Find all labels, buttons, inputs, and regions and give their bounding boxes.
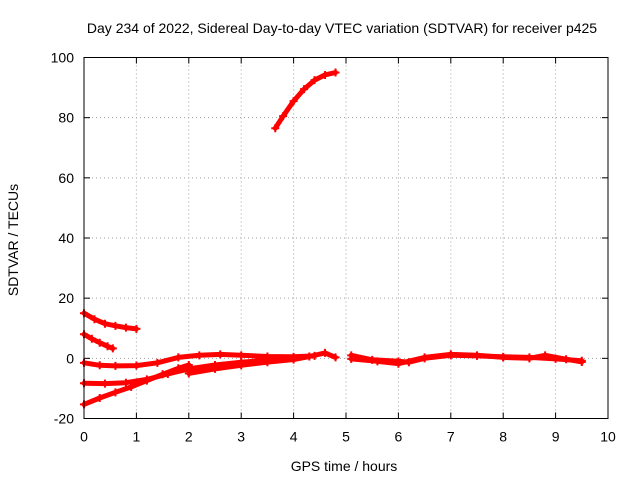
data-point: [331, 68, 340, 77]
x-tick-label: 4: [290, 429, 298, 445]
y-tick-label: 80: [58, 110, 74, 126]
chart-title: Day 234 of 2022, Sidereal Day-to-day VTE…: [87, 20, 597, 36]
y-tick-label: 20: [58, 290, 74, 306]
x-tick-labels: 0 1 2 3 4 5 6 7 8 9 10: [80, 429, 616, 445]
data-point: [263, 358, 272, 367]
x-tick-label: 2: [185, 429, 193, 445]
data-point: [174, 364, 183, 373]
data-point: [300, 85, 309, 94]
y-tick-label: 0: [66, 350, 74, 366]
x-tick-label: 0: [80, 429, 88, 445]
data-point: [121, 323, 130, 332]
data-point: [577, 357, 586, 366]
data-point: [100, 319, 109, 328]
data-point: [499, 353, 508, 362]
data-point: [195, 351, 204, 360]
data-point: [127, 382, 136, 391]
data-point: [153, 358, 162, 367]
series-line: [272, 70, 338, 131]
x-tick-label: 9: [552, 429, 560, 445]
x-tick-label: 5: [342, 429, 350, 445]
data-point: [237, 351, 246, 360]
data-point: [289, 97, 298, 106]
data-point: [271, 124, 280, 133]
data-point: [103, 342, 112, 351]
x-tick-label: 10: [600, 429, 616, 445]
data-point: [321, 348, 330, 357]
axis-ticks: [83, 57, 609, 419]
data-point: [111, 361, 120, 370]
data-point: [289, 355, 298, 364]
series-arc-late2: [347, 350, 586, 368]
series-arc-mid: [184, 348, 340, 378]
data-point: [310, 76, 319, 85]
x-axis-title: GPS time / hours: [291, 458, 398, 474]
data-point: [562, 355, 571, 364]
data-point: [184, 360, 193, 369]
data-point: [331, 353, 340, 362]
x-tick-label: 3: [237, 429, 245, 445]
data-point: [279, 112, 288, 121]
x-tick-label: 6: [395, 429, 403, 445]
y-tick-label: 100: [51, 50, 75, 66]
data-point: [100, 379, 109, 388]
data-point: [90, 315, 99, 324]
series-line: [81, 310, 139, 332]
data-point: [142, 376, 151, 385]
data-point: [95, 338, 104, 347]
y-tick-label: -20: [54, 411, 74, 427]
data-point: [132, 361, 141, 370]
series-arc-8: [80, 330, 117, 353]
y-tick-label: 40: [58, 230, 74, 246]
data-point: [132, 324, 141, 333]
grid: [84, 57, 608, 419]
data-point: [446, 350, 455, 359]
data-point: [373, 357, 382, 366]
y-tick-labels: -20 0 20 40 60 80 100: [51, 50, 75, 427]
data-point: [111, 321, 120, 330]
data-point: [216, 350, 225, 359]
data-point: [525, 354, 534, 363]
x-tick-label: 1: [133, 429, 141, 445]
data-point: [321, 70, 330, 79]
x-tick-label: 8: [499, 429, 507, 445]
data-point: [95, 361, 104, 370]
series-arc-high: [271, 68, 340, 133]
y-axis-title: SDTVAR / TECUs: [5, 184, 21, 296]
data-point: [420, 353, 429, 362]
data-point: [108, 344, 117, 353]
data-point: [305, 352, 314, 361]
series-arc-15: [80, 309, 141, 333]
data-point: [184, 369, 193, 378]
data-point: [237, 361, 246, 370]
data-point: [541, 351, 550, 360]
data-point: [95, 394, 104, 403]
x-tick-label: 7: [447, 429, 455, 445]
data-point: [211, 364, 219, 373]
data-point: [121, 378, 130, 387]
data-point: [473, 351, 481, 360]
data-point: [394, 359, 403, 368]
data-point: [87, 334, 96, 343]
y-tick-label: 60: [58, 170, 74, 186]
data-point: [111, 388, 120, 397]
data-point: [347, 354, 356, 363]
data-point: [174, 353, 183, 362]
data-point: [158, 370, 167, 379]
data-series: [80, 68, 586, 409]
